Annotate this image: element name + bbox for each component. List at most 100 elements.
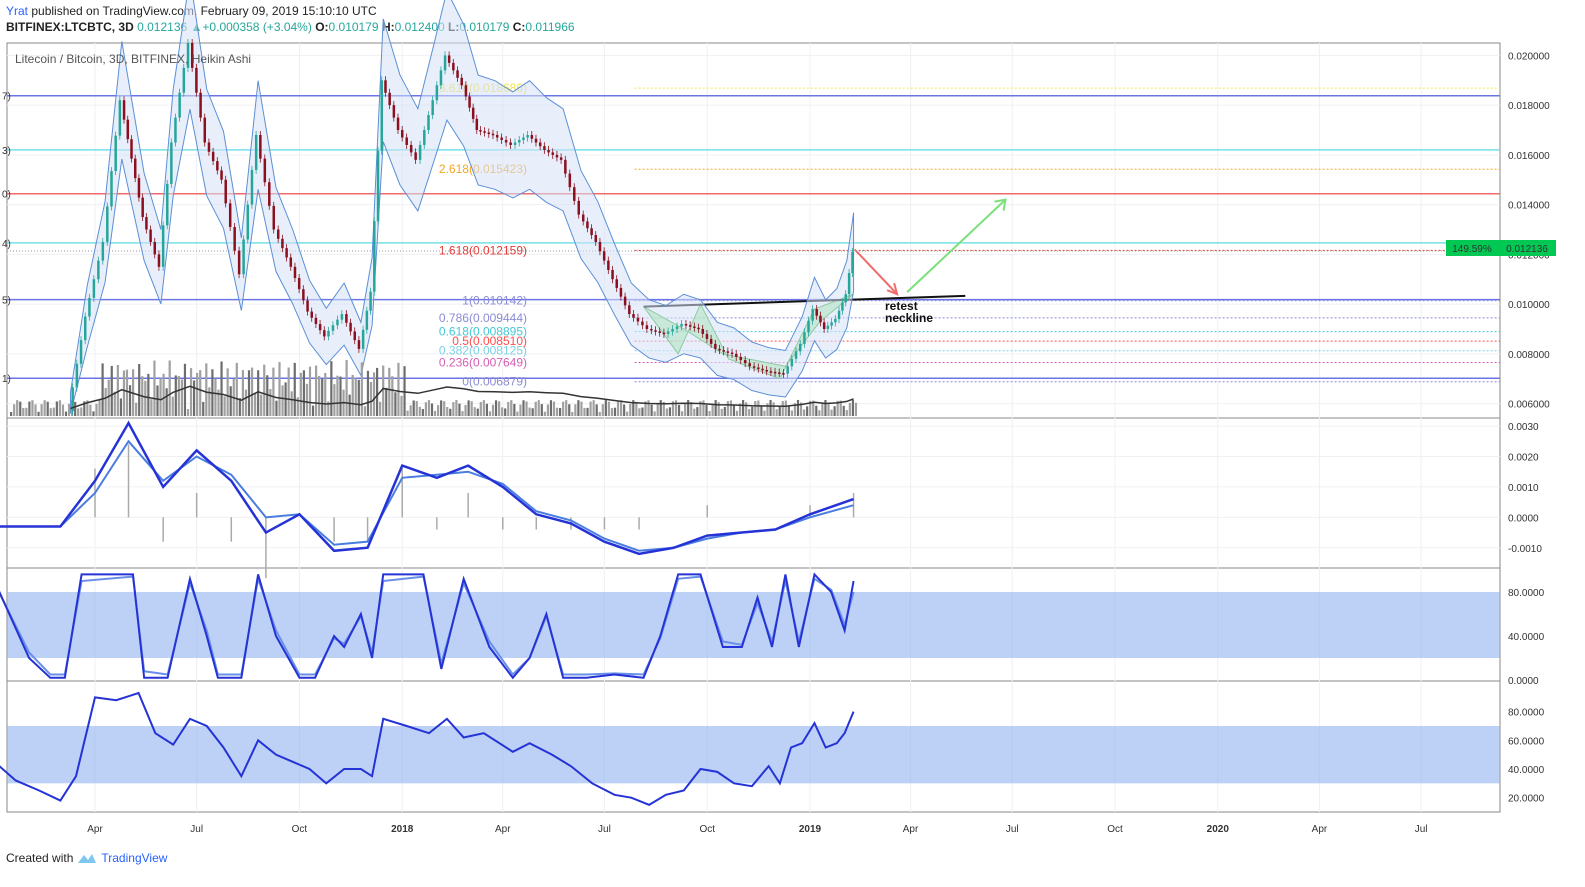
candle-body	[851, 251, 854, 274]
retest-arrow-head	[886, 282, 899, 296]
candle-body	[811, 309, 814, 321]
indicator-series	[0, 420, 1500, 806]
y-tick-label: 0.0000	[1508, 513, 1539, 524]
volume-bar	[485, 403, 488, 416]
candle-body	[83, 316, 87, 341]
candle-body	[281, 238, 284, 249]
volume-bar	[58, 400, 61, 416]
volume-bar	[809, 400, 812, 416]
volume-bar	[684, 403, 687, 416]
candle-body	[384, 80, 387, 93]
volume-bar	[150, 399, 153, 416]
candle-body	[369, 291, 372, 311]
candle-body	[761, 368, 764, 371]
volume-bar	[437, 405, 440, 416]
volume-bar	[31, 400, 34, 416]
candle-body	[654, 330, 657, 332]
candle-body	[431, 100, 434, 116]
candle-body	[468, 96, 471, 108]
volume-bar	[421, 409, 424, 416]
volume-bar	[827, 402, 830, 416]
volume-bar	[406, 410, 409, 416]
volume-bar	[16, 400, 19, 416]
retest-arrow-line	[853, 248, 898, 295]
candle-body	[543, 146, 546, 150]
candle-body	[645, 325, 649, 329]
volume-bar	[315, 365, 318, 416]
candle-body	[297, 277, 301, 290]
volume-bar	[812, 400, 815, 416]
volume-bar	[13, 404, 16, 416]
volume-bar	[186, 409, 190, 416]
volume-bar	[366, 370, 370, 416]
macd-line	[0, 420, 854, 556]
volume-bar	[144, 380, 147, 416]
candle-body	[688, 325, 692, 327]
candle-body	[186, 43, 190, 68]
volume-bar	[193, 380, 196, 416]
candle-body	[615, 279, 618, 288]
y-tick-label: 0.018000	[1508, 101, 1550, 112]
y-tick-label: 80.0000	[1508, 588, 1545, 599]
candle-body	[114, 135, 117, 172]
volume-bar	[571, 411, 574, 416]
candle-body	[632, 314, 635, 318]
candle-body	[500, 137, 503, 140]
footer-brand[interactable]: TradingView	[101, 851, 168, 865]
volume-bar	[668, 407, 671, 416]
volume-bar	[372, 372, 376, 416]
volume-bar	[278, 362, 281, 416]
volume-bar	[613, 407, 617, 416]
volume-bar	[729, 400, 732, 416]
candle-body	[153, 241, 157, 255]
volume-bar	[693, 408, 696, 416]
volume-bar	[440, 400, 443, 416]
candle-body	[752, 366, 756, 368]
volume-bar	[113, 391, 116, 416]
volume-bar	[714, 400, 717, 416]
volume-bar	[830, 409, 833, 416]
price-change: +0.000358 (+3.04%)	[202, 20, 312, 34]
volume-bar	[580, 401, 583, 416]
candle-body	[735, 353, 738, 357]
volume-bar	[205, 363, 208, 416]
volume-bar	[199, 370, 202, 416]
candle-body	[439, 70, 443, 86]
candle-body	[456, 70, 459, 78]
volume-bar	[836, 400, 839, 416]
candle-body	[400, 130, 404, 138]
x-tick-label: Apr	[1312, 824, 1328, 835]
volume-bar	[854, 402, 858, 416]
volume-bar	[415, 401, 418, 416]
x-tick-label: Jul	[1006, 824, 1019, 835]
volume-bar	[644, 401, 647, 416]
rsi-line	[0, 691, 855, 806]
volume-bar	[690, 402, 693, 416]
volume-bar	[128, 385, 132, 416]
y-tick-label: 0.010000	[1508, 300, 1550, 311]
volume-bar	[156, 385, 159, 416]
last-price: 0.012136	[137, 20, 188, 34]
candle-body	[815, 309, 818, 316]
candle-body	[447, 55, 451, 63]
y-tick-label: 40.0000	[1508, 632, 1545, 643]
y-tick-label: 0.014000	[1508, 201, 1550, 212]
volume-bar	[122, 370, 126, 416]
macd-signal-line	[0, 439, 854, 552]
volume-bar	[74, 401, 77, 416]
y-tick-label: 0.0020	[1508, 453, 1539, 464]
candle-body	[483, 131, 486, 133]
author-link[interactable]: Yrat	[6, 4, 29, 18]
volume-bar	[92, 411, 95, 416]
volume-bar	[452, 402, 455, 416]
candle-body	[538, 142, 542, 147]
candle-body	[310, 311, 313, 318]
candle-body	[730, 352, 734, 355]
volume-bar	[769, 400, 772, 416]
volume-bar	[821, 403, 824, 416]
y-tick-label: -0.0010	[1508, 544, 1542, 555]
candle-body	[228, 203, 232, 228]
candle-body	[705, 333, 709, 339]
candle-body	[568, 173, 572, 188]
